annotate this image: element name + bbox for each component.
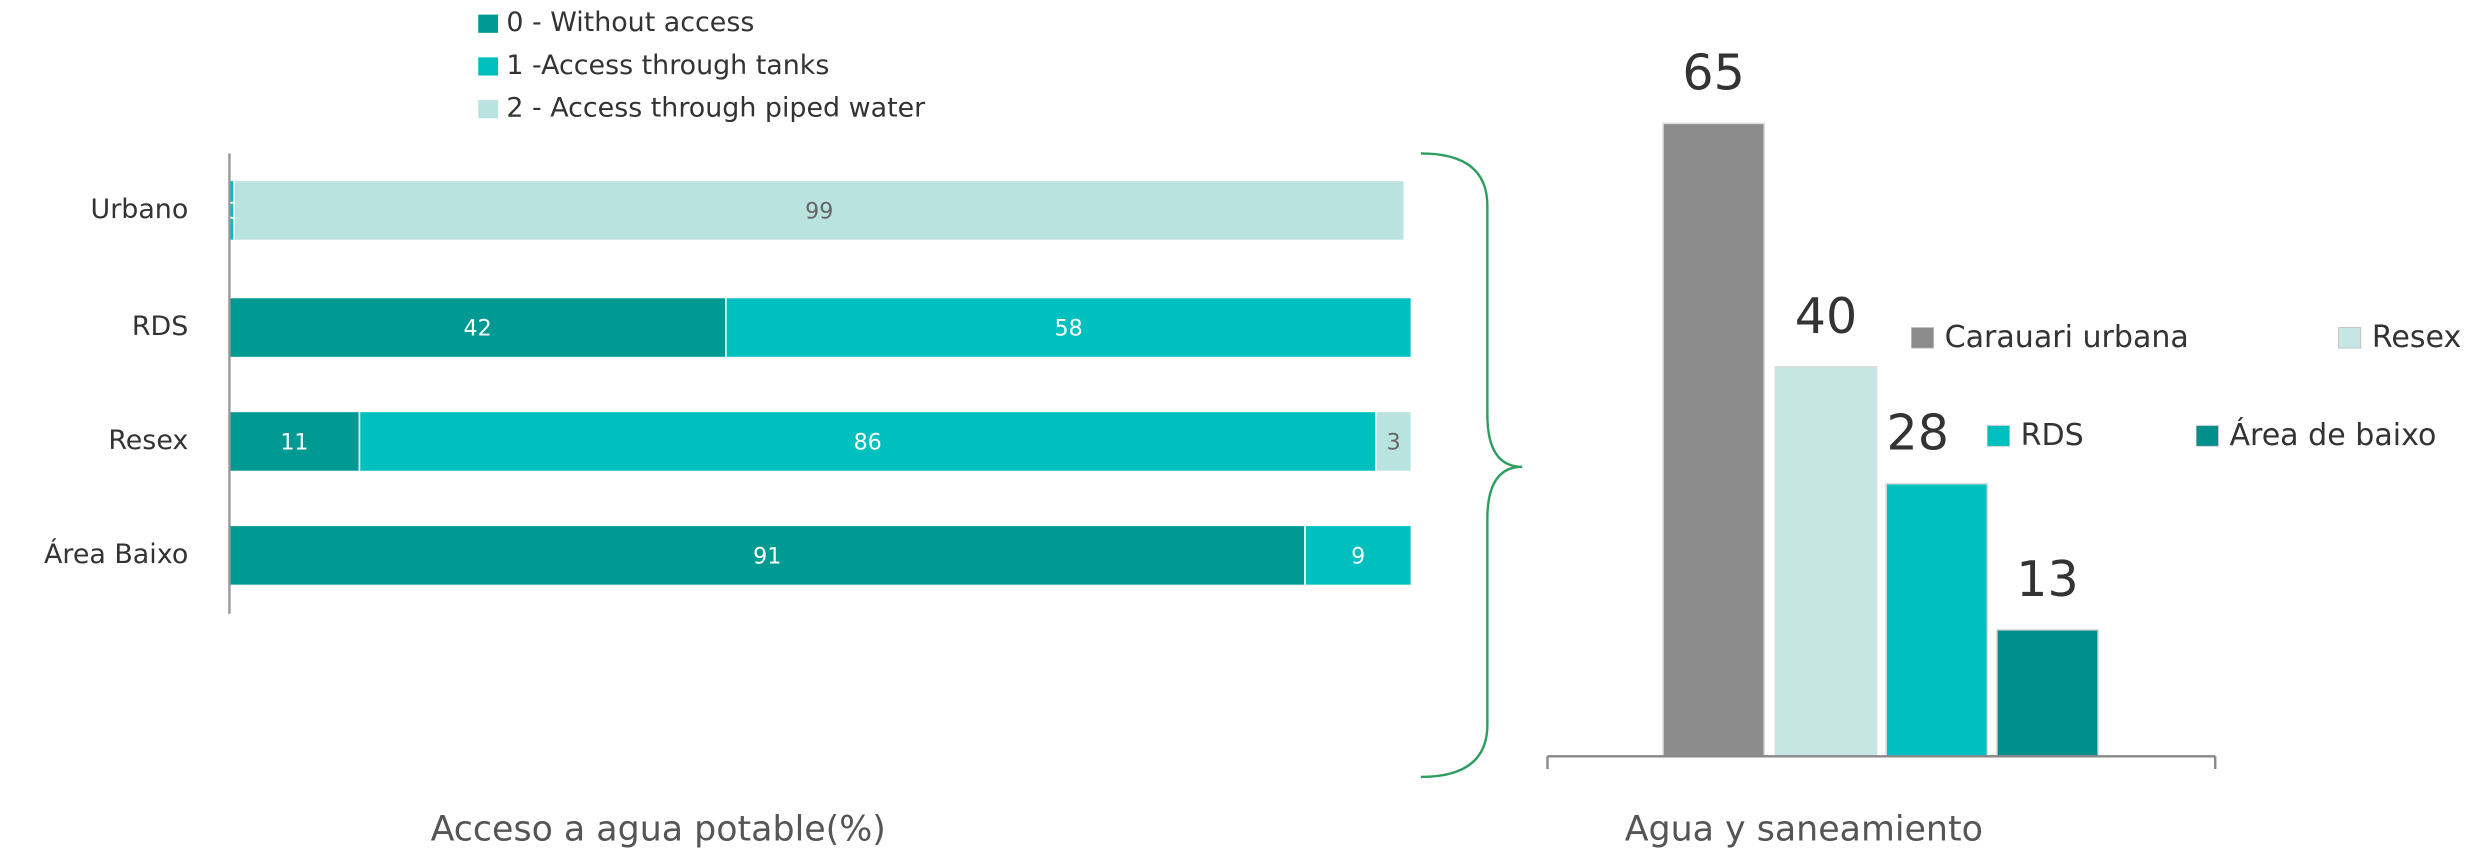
legend-swatch bbox=[1911, 327, 1934, 349]
data-label: 9 bbox=[1351, 543, 1365, 569]
data-label: 3 bbox=[1387, 430, 1401, 456]
canvas: Acceso a agua potable(%) Agua y saneamie… bbox=[44, 7, 2461, 849]
legend-swatch bbox=[1986, 425, 2010, 447]
data-label: 65 bbox=[1682, 43, 1744, 101]
bar bbox=[1996, 628, 2099, 758]
data-label: 42 bbox=[464, 316, 492, 342]
legend-swatch bbox=[477, 99, 499, 120]
y-tick-label: RDS bbox=[132, 311, 188, 342]
bar-segment bbox=[228, 410, 361, 473]
legend-label: 1 -Access through tanks bbox=[506, 50, 829, 81]
bar bbox=[1662, 122, 1766, 758]
data-label: 13 bbox=[2016, 550, 2078, 608]
data-label: 28 bbox=[1887, 404, 1949, 462]
data-label: 86 bbox=[854, 430, 882, 456]
data-label: 11 bbox=[280, 430, 308, 456]
chart-title: Agua y saneamiento bbox=[1625, 810, 1983, 850]
chart-title: Acceso a agua potable(%) bbox=[431, 810, 886, 850]
legend-label: RDS bbox=[2021, 418, 2084, 453]
bar-segment bbox=[1304, 524, 1413, 587]
bar bbox=[1774, 366, 1878, 758]
y-tick-label: Resex bbox=[108, 425, 188, 456]
data-label: 40 bbox=[1795, 287, 1857, 345]
legend-swatch bbox=[477, 56, 499, 77]
bar-segment bbox=[725, 296, 1413, 359]
bar-segment bbox=[233, 179, 1406, 242]
bar bbox=[1885, 482, 1989, 758]
data-label: 91 bbox=[753, 543, 781, 569]
bar-segment bbox=[1375, 410, 1413, 473]
legend-label: Área de baixo bbox=[2229, 417, 2436, 453]
legend-swatch bbox=[477, 13, 499, 34]
legend-swatch bbox=[2195, 425, 2219, 447]
data-label: 99 bbox=[805, 199, 833, 225]
bar-segment bbox=[358, 410, 1377, 473]
legend-swatch bbox=[2338, 327, 2362, 349]
y-tick-label: Área Baixo bbox=[44, 538, 188, 570]
bar-segment bbox=[228, 524, 1306, 587]
y-tick-label: Urbano bbox=[91, 194, 189, 225]
legend-label: 0 - Without access bbox=[506, 7, 754, 38]
legend-label: Resex bbox=[2372, 320, 2461, 355]
legend-label: 2 - Access through piped water bbox=[506, 93, 926, 124]
data-label: 58 bbox=[1055, 316, 1083, 342]
legend-label: Carauari urbana bbox=[1945, 320, 2189, 355]
bracket bbox=[1420, 152, 1523, 779]
